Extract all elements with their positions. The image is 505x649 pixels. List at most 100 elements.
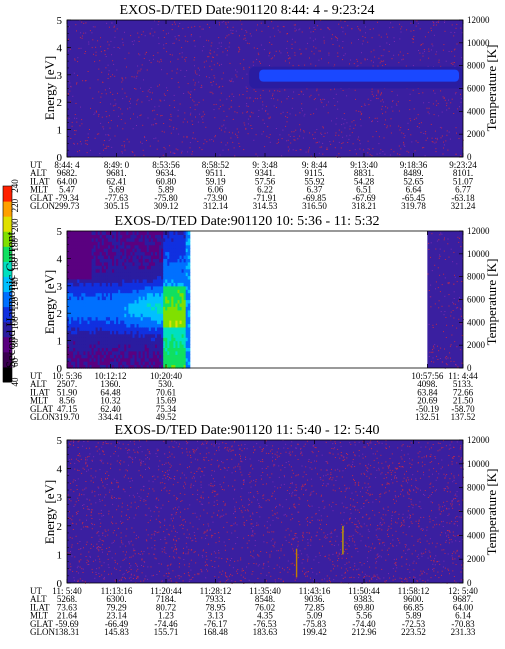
ephemeris-row-label: ILAT: [30, 387, 50, 397]
ephemeris-value: -69.85: [303, 193, 327, 203]
colorbar-swatch: [3, 366, 12, 383]
ephemeris-value: 137.52: [451, 412, 476, 422]
panel-1-ephemeris: UT 8:44: 4 8:49: 0 8:53:56 8:58:52 9: 3:48 9: …: [30, 160, 477, 211]
ephemeris-value: 5268.: [57, 594, 77, 604]
streak: [342, 525, 344, 555]
ephemeris-value: 9687.: [453, 594, 473, 604]
ephemeris-value: 8:49: 0: [104, 160, 130, 170]
y2-tick-label: 12000: [467, 226, 490, 236]
ephemeris-value: 132.51: [415, 412, 440, 422]
y2-tick-label: 6000: [467, 507, 486, 517]
ephemeris-value: -74.40: [352, 619, 376, 629]
colorbar-swatch: [3, 276, 12, 293]
ephemeris-value: 75.34: [156, 404, 177, 414]
colorbar-tick-label: 100: [10, 316, 20, 330]
ephemeris-value: 78.95: [205, 602, 226, 612]
panel-2-title: EXOS-D/TED Date:901120 10: 5:36 - 11: 5:…: [115, 214, 380, 229]
ephemeris-row-label: UT: [30, 586, 42, 596]
ephemeris-value: 321.24: [451, 201, 476, 211]
colorbar-swatch: [3, 336, 12, 353]
ephemeris-row-label: GLON: [30, 627, 55, 637]
panel-3-ylabel: Energy [eV]: [42, 480, 57, 544]
colorbar-tick-label: 120: [10, 296, 20, 310]
y2-tick-label: 12000: [467, 435, 490, 445]
ephemeris-value: 51.90: [57, 387, 78, 397]
panel-3-title: EXOS-D/TED Date:901120 11: 5:40 - 12: 5:…: [115, 423, 380, 438]
colorbar-swatch: [3, 201, 12, 217]
ephemeris-value: 6.37: [307, 185, 323, 195]
ephemeris-value: 10:12:12: [95, 371, 127, 381]
ephemeris-value: 5.89: [406, 611, 422, 621]
colorbar-tick-label: 160: [10, 257, 20, 271]
ephemeris-value: -73.90: [204, 193, 228, 203]
ephemeris-value: 183.63: [253, 627, 278, 637]
ephemeris-value: -72.53: [402, 619, 426, 629]
y2-tick-label: 2000: [467, 554, 486, 564]
ephemeris-value: 11:43:16: [299, 586, 331, 596]
ephemeris-value: 7933.: [205, 594, 225, 604]
panel-2: EXOS-D/TED Date:901120 10: 5:36 - 11: 5:…: [30, 214, 499, 422]
ephemeris-value: 316.50: [302, 201, 327, 211]
panel-1-plot: 0 1 2 3 4 5 0 2000 4000 6000 8000 10000 12000: [57, 15, 491, 164]
colorbar-tick-label: 60: [10, 357, 20, 367]
ephemeris-value: -75.83: [303, 619, 327, 629]
y2-tick-label: 0: [467, 363, 472, 373]
ephemeris-value: 21.50: [453, 396, 474, 406]
ephemeris-value: 530.: [158, 379, 174, 389]
y2-tick-label: 8000: [467, 272, 486, 282]
ephemeris-value: 8548.: [255, 594, 275, 604]
ephemeris-value: 309.12: [154, 201, 179, 211]
data-gap: [189, 231, 428, 368]
ephemeris-value: 10:57:56: [411, 371, 444, 381]
ephemeris-value: 80.72: [156, 602, 176, 612]
ephemeris-row-label: UT: [30, 371, 42, 381]
colorbar-tick-label: 200: [10, 218, 20, 232]
ephemeris-value: 168.48: [203, 627, 228, 637]
ephemeris-value: 57.56: [255, 176, 276, 186]
panel-1-title: EXOS-D/TED Date:901120 8:44: 4 - 9:23:24: [120, 3, 375, 18]
y2-tick-label: 4000: [467, 106, 486, 116]
panel-1-y2label: Temperature [K]: [484, 45, 499, 132]
y-tick-label: 0: [57, 363, 63, 375]
ephemeris-value: 5.56: [356, 611, 372, 621]
colorbar-tick-label: 80: [10, 338, 20, 348]
colorbar-tick-label: 40: [10, 377, 20, 387]
colorbar-swatch: [3, 321, 12, 338]
ephemeris-value: 138.31: [55, 627, 80, 637]
ephemeris-value: 52.65: [403, 176, 424, 186]
colorbar-swatch: [3, 231, 12, 247]
ephemeris-value: 8831.: [354, 168, 374, 178]
ephemeris-value: 55.92: [304, 176, 324, 186]
ephemeris-value: 72.85: [304, 602, 325, 612]
ephemeris-value: 10:20:40: [150, 371, 183, 381]
ephemeris-value: 5.09: [307, 611, 323, 621]
ephemeris-value: 6.22: [257, 185, 273, 195]
ephemeris-row-label: ALT: [30, 594, 47, 604]
ephemeris-value: -63.18: [451, 193, 475, 203]
ephemeris-value: -65.45: [402, 193, 426, 203]
ephemeris-value: 6300.: [106, 594, 126, 604]
y-tick-label: 1: [57, 549, 63, 561]
ephemeris-value: 199.42: [302, 627, 327, 637]
ephemeris-value: 9: 8:44: [302, 160, 328, 170]
ephemeris-value: 9:23:24: [449, 160, 477, 170]
ephemeris-value: -59.69: [55, 619, 79, 629]
y2-tick-label: 10000: [467, 459, 490, 469]
ephemeris-value: 1360.: [100, 379, 120, 389]
ephemeris-value: 9682.: [57, 168, 77, 178]
y2-tick-label: 4000: [467, 530, 486, 540]
colorbar-tick-label: 220: [10, 198, 20, 212]
ephemeris-row-label: GLAT: [30, 404, 53, 414]
ephemeris-value: 5.69: [109, 185, 125, 195]
ephemeris-value: 79.29: [106, 602, 127, 612]
ephemeris-value: 49.52: [156, 412, 176, 422]
ephemeris-value: 6.06: [208, 185, 224, 195]
ephemeris-value: 334.41: [98, 412, 123, 422]
ephemeris-row-label: GLON: [30, 201, 55, 211]
ephemeris-value: 318.21: [352, 201, 377, 211]
ephemeris-value: 9600.: [403, 594, 423, 604]
ephemeris-value: 15.69: [156, 396, 177, 406]
ephemeris-value: 72.66: [453, 387, 474, 397]
ephemeris-value: 145.83: [104, 627, 129, 637]
y-tick-label: 3: [57, 492, 63, 504]
